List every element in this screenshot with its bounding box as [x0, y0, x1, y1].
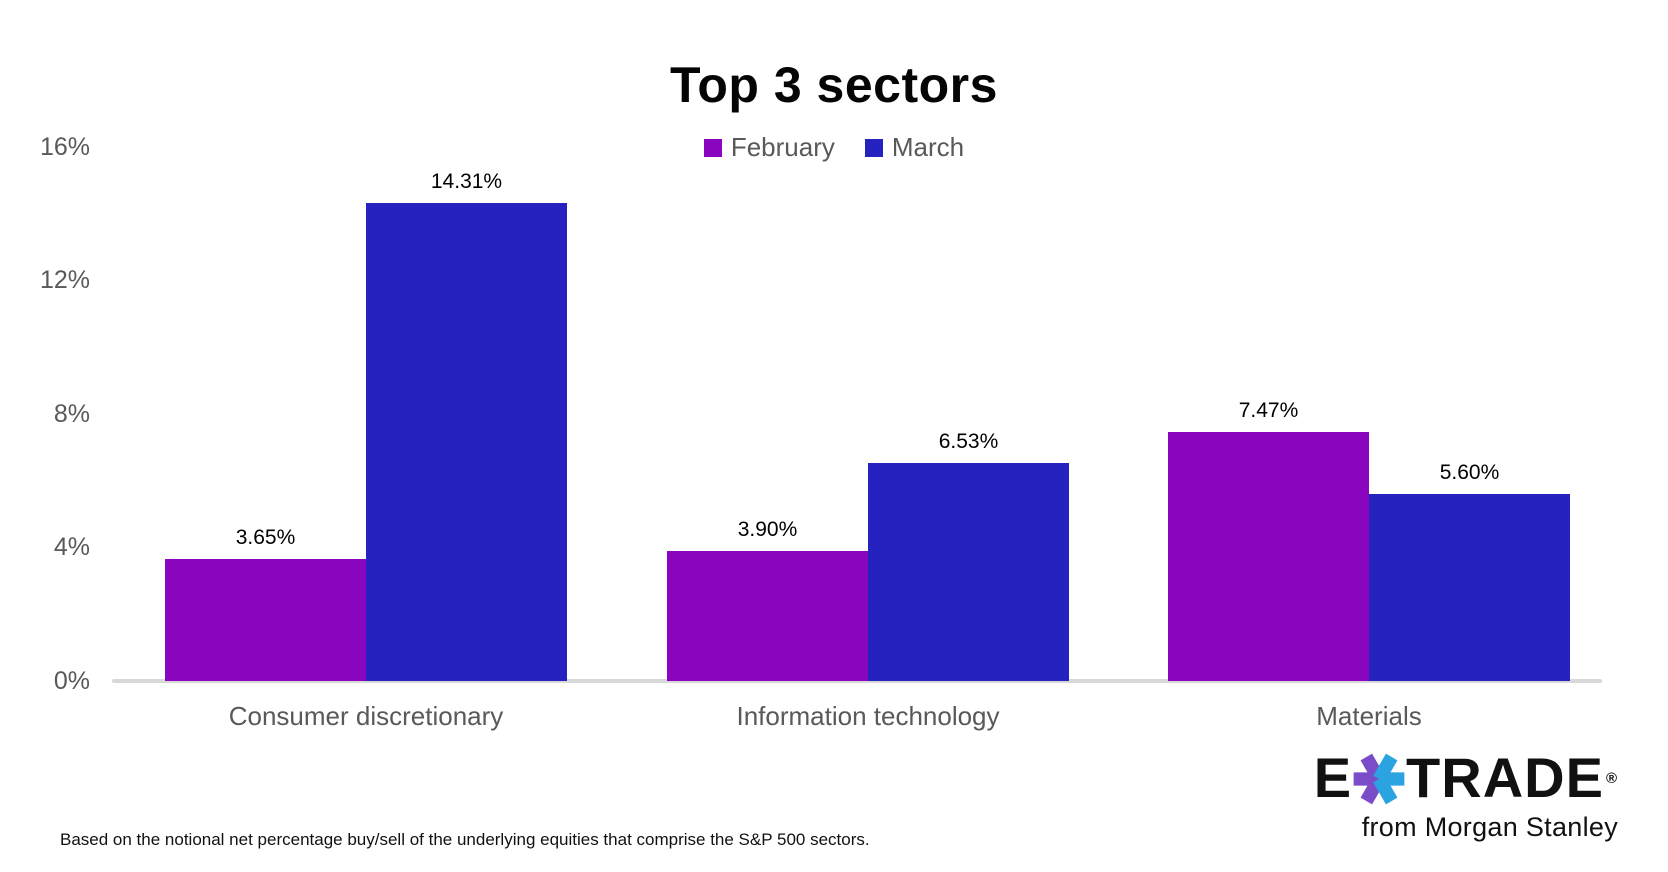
legend-swatch-icon: [864, 138, 883, 157]
etrade-star-icon: [1353, 753, 1405, 805]
legend: February March: [0, 132, 1668, 163]
category-label: Consumer discretionary: [228, 701, 504, 731]
y-tick-label: 8%: [53, 399, 90, 428]
bar: [165, 559, 366, 681]
legend-swatch-icon: [703, 138, 722, 157]
x-axis-line: [112, 679, 1602, 683]
legend-item: March: [864, 132, 965, 163]
legend-label: March: [891, 132, 965, 162]
bar: [868, 462, 1069, 681]
logo-word-trade: TRADE: [1406, 746, 1604, 809]
category-label: Information technology: [736, 701, 1000, 731]
chart-title: Top 3 sectors: [670, 57, 998, 113]
y-tick-label: 0%: [53, 667, 90, 695]
morgan-stanley-tagline: from Morgan Stanley: [1361, 812, 1618, 842]
legend-label: February: [730, 132, 835, 162]
registered-trademark-symbol: ®: [1605, 770, 1618, 787]
y-tick-label: 4%: [53, 533, 90, 562]
etrade-logo: E TRADE ® from Morgan Stanley: [1314, 748, 1618, 843]
bar-value-label: 5.60%: [1439, 460, 1500, 484]
logo-letter-e: E: [1313, 746, 1353, 809]
bar-value-label: 6.53%: [938, 429, 999, 453]
y-tick-label: 16%: [39, 132, 90, 161]
legend-item: February: [703, 132, 835, 163]
bar: [366, 203, 567, 681]
bar: [1168, 431, 1369, 681]
bar: [1369, 493, 1570, 681]
footnote: Based on the notional net percentage buy…: [60, 830, 870, 849]
bar-value-label: 7.47%: [1238, 398, 1299, 422]
category-label: Materials: [1316, 701, 1422, 731]
bar-value-label: 3.65%: [235, 526, 296, 550]
bar-value-label: 14.31%: [430, 170, 503, 194]
bar: [667, 550, 868, 681]
etrade-logo-wordmark: E TRADE ®: [1314, 748, 1618, 808]
y-tick-label: 12%: [39, 266, 90, 295]
bar-value-label: 3.90%: [737, 517, 798, 541]
